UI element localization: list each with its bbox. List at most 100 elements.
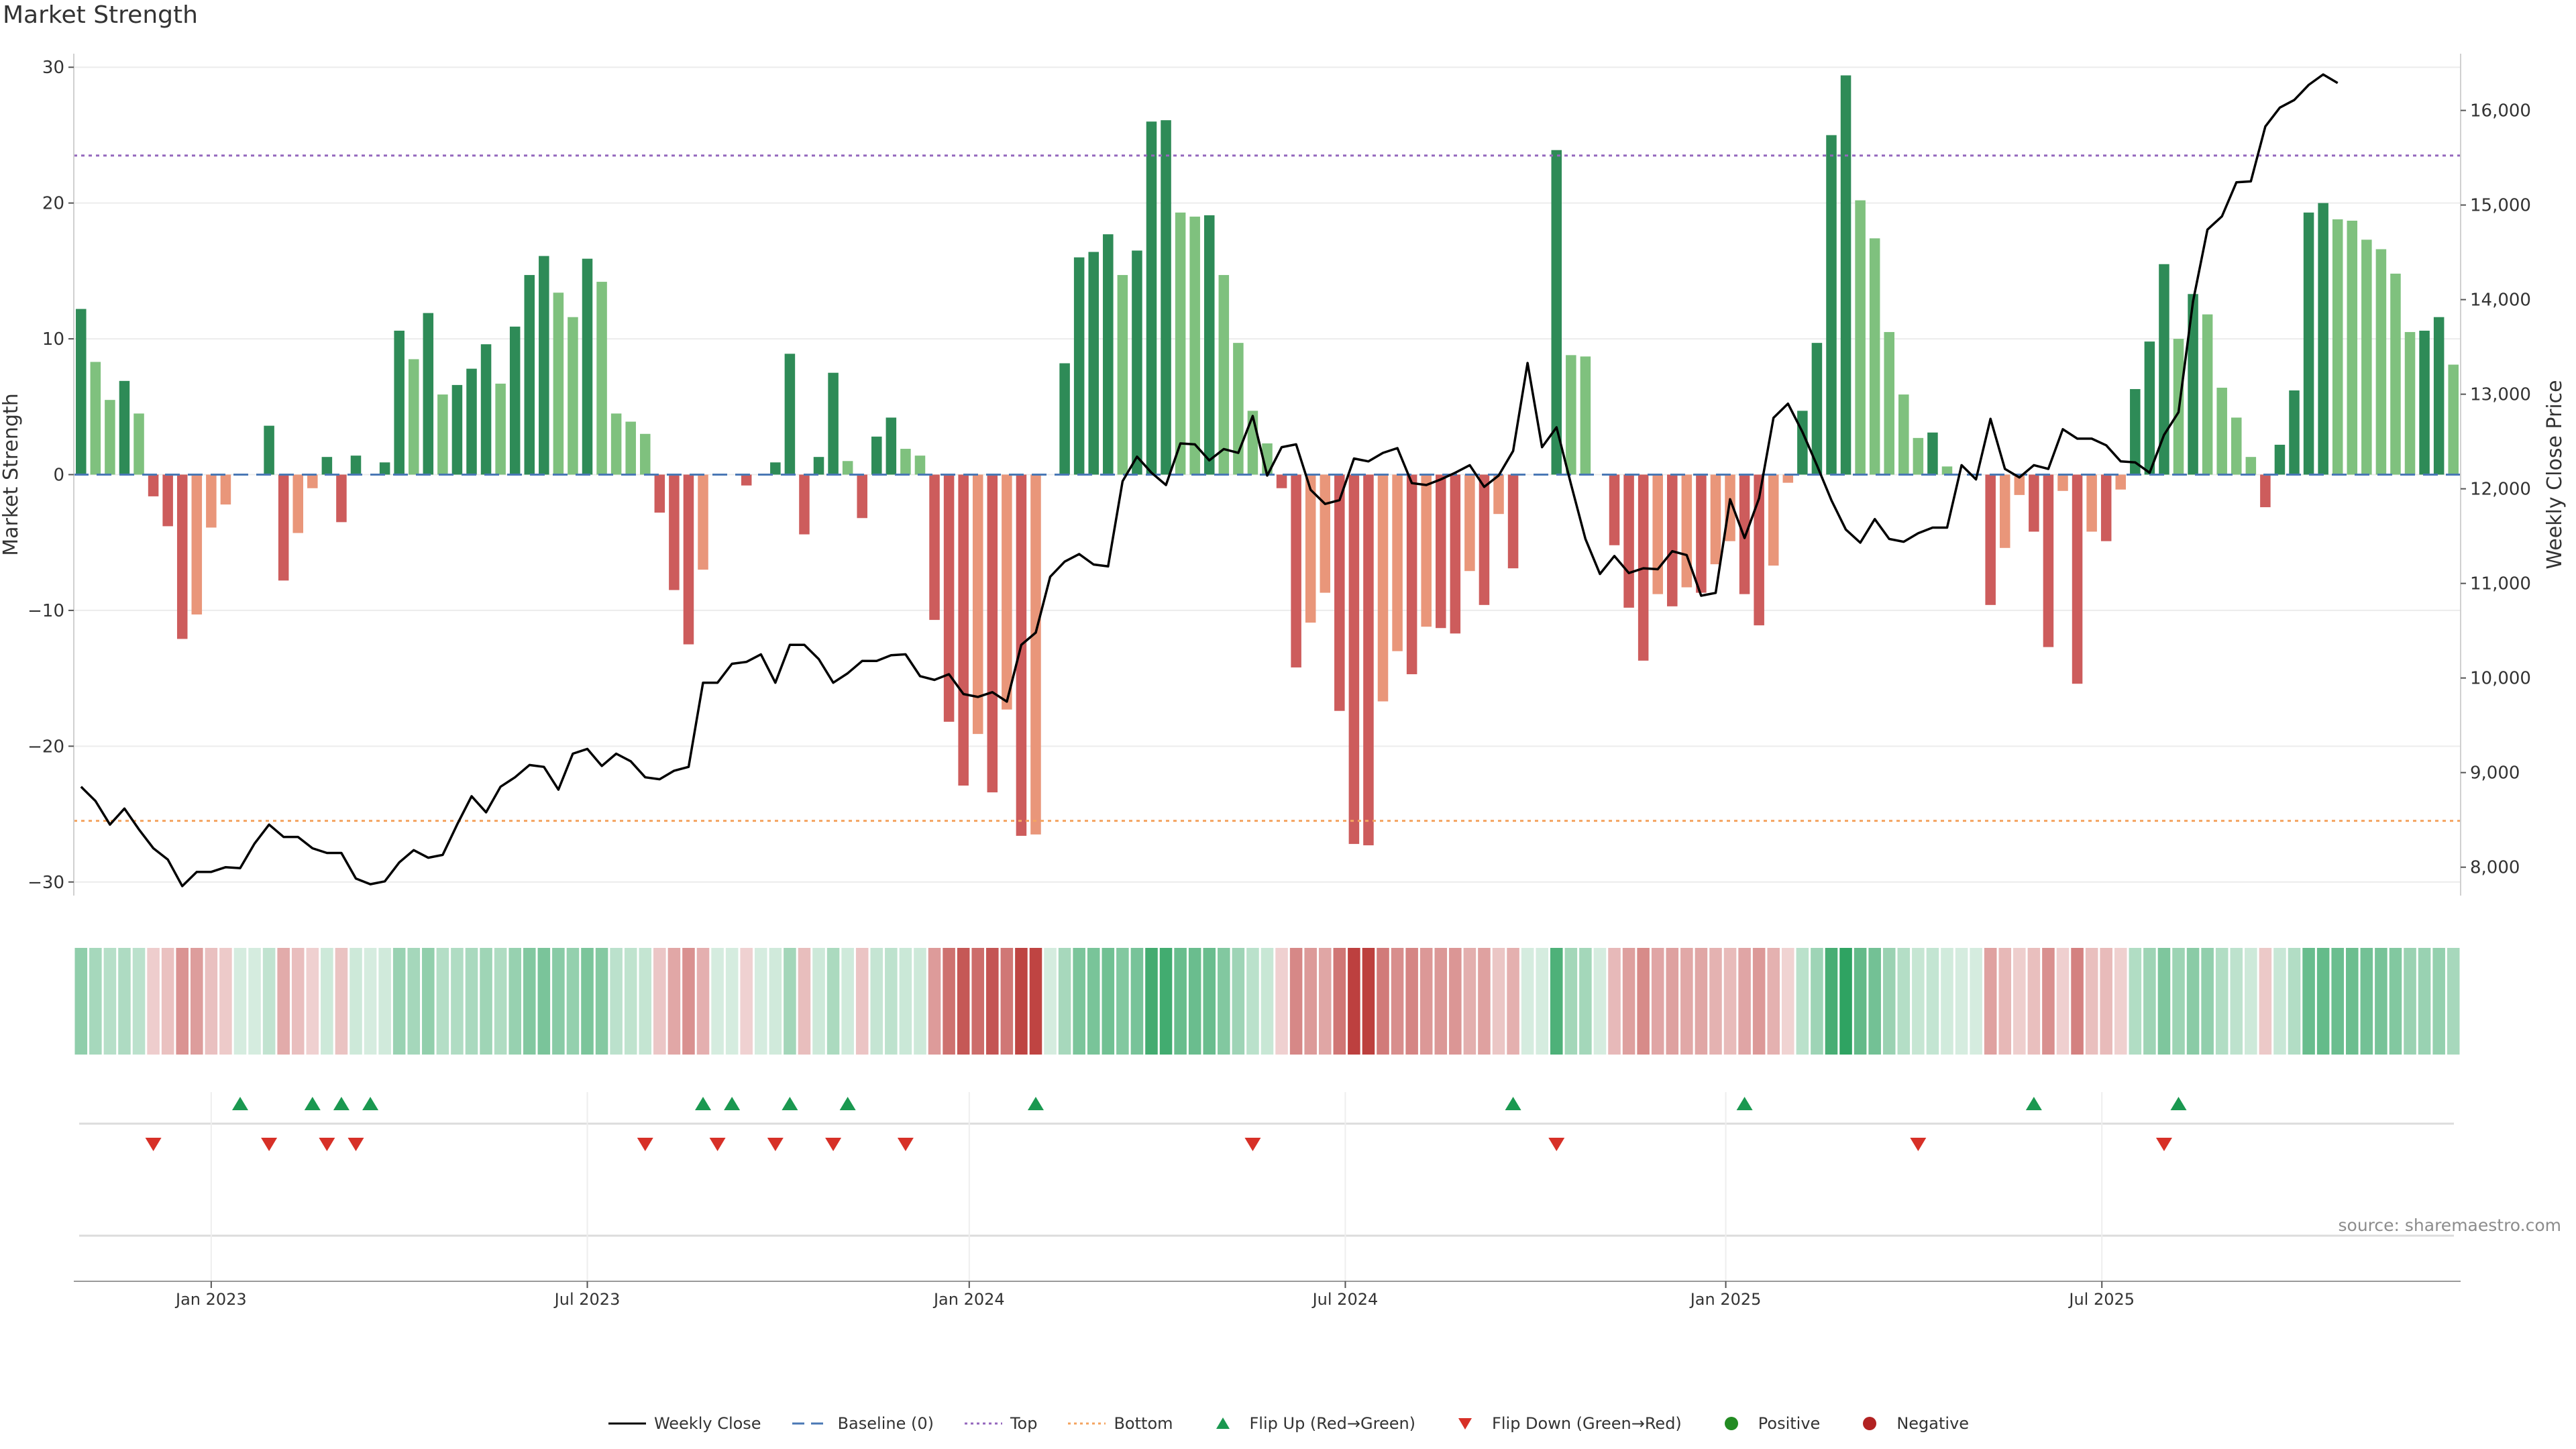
- source-note: source: sharemaestro.com: [2338, 1216, 2562, 1235]
- heat-cell: [1174, 948, 1187, 1055]
- line-legend-icon: [608, 1422, 646, 1425]
- strength-bar: [1291, 474, 1301, 667]
- strength-bar: [2159, 264, 2169, 475]
- heat-cell: [1897, 948, 1911, 1055]
- strength-bar: [1363, 474, 1374, 846]
- heat-cell: [1434, 948, 1448, 1055]
- heat-cell: [1102, 948, 1115, 1055]
- strength-bar: [2303, 212, 2314, 475]
- heat-cell: [2215, 948, 2229, 1055]
- heat-cell: [103, 948, 117, 1055]
- heat-cell: [1260, 948, 1274, 1055]
- heat-cell: [624, 948, 637, 1055]
- strength-bar: [972, 474, 983, 735]
- strength-bar: [2347, 220, 2358, 475]
- strength-bar: [466, 368, 477, 475]
- heat-cell: [971, 948, 985, 1055]
- heat-cell: [2288, 948, 2301, 1055]
- heat-cell: [653, 948, 666, 1055]
- legend: Weekly Close Baseline (0) Top Bottom Flip Up…: [0, 1414, 2576, 1433]
- strength-bar: [133, 413, 144, 475]
- heat-cell: [1912, 948, 1925, 1055]
- flip-down-marker: [825, 1138, 842, 1151]
- strength-bar: [1088, 252, 1099, 475]
- heat-cell: [1637, 948, 1650, 1055]
- flip-down-marker: [261, 1138, 278, 1151]
- heat-cell: [2404, 948, 2416, 1055]
- heat-cell: [826, 948, 840, 1055]
- legend-label: Baseline (0): [837, 1414, 934, 1433]
- flip-markers: [79, 1092, 2454, 1281]
- strength-bar: [654, 474, 665, 513]
- heat-cell: [1825, 948, 1838, 1055]
- y-tick-label: 0: [53, 466, 64, 486]
- heat-cell: [2259, 948, 2272, 1055]
- y2-tick-label: 9,000: [2470, 763, 2520, 784]
- legend-label: Positive: [1758, 1414, 1821, 1433]
- dot-purple-legend-icon: [964, 1422, 1002, 1425]
- strength-bar: [1768, 474, 1779, 566]
- strength-bar: [1840, 75, 1851, 475]
- strength-bar: [264, 425, 274, 475]
- heat-cell: [2100, 948, 2112, 1055]
- strength-bar: [90, 362, 101, 475]
- strength-bar: [2216, 387, 2227, 475]
- heat-cell: [335, 948, 348, 1055]
- flip-up-marker: [362, 1097, 379, 1110]
- strength-bar: [1609, 474, 1620, 545]
- strength-bar: [1464, 474, 1475, 572]
- y2-tick-label: 13,000: [2470, 385, 2531, 405]
- heat-cell: [1087, 948, 1100, 1055]
- legend-item: Positive: [1711, 1414, 1821, 1433]
- heat-cell: [1579, 948, 1592, 1055]
- strength-bar: [596, 282, 607, 475]
- heat-cell: [219, 948, 232, 1055]
- heat-cell: [1289, 948, 1303, 1055]
- strength-bar: [1218, 274, 1230, 475]
- strength-bar: [683, 474, 694, 645]
- strength-bar: [857, 474, 867, 519]
- strength-bar: [1999, 474, 2010, 548]
- strength-bar: [292, 474, 303, 533]
- heat-cell: [1608, 948, 1621, 1055]
- flip-up-marker: [1027, 1097, 1044, 1110]
- heat-cell: [1593, 948, 1607, 1055]
- heat-cell: [2360, 948, 2373, 1055]
- heat-cell: [1015, 948, 1028, 1055]
- strength-bar: [2202, 314, 2213, 475]
- heat-cell: [1130, 948, 1144, 1055]
- strength-bar: [1566, 355, 1576, 475]
- legend-label: Bottom: [1114, 1414, 1173, 1433]
- heat-cell: [422, 948, 435, 1055]
- heat-cell: [957, 948, 970, 1055]
- strength-bar: [162, 474, 173, 527]
- strength-bar: [206, 474, 217, 528]
- heat-cell: [1507, 948, 1519, 1055]
- heat-cell: [1782, 948, 1794, 1055]
- y2-tick-label: 10,000: [2470, 669, 2531, 689]
- strength-bar: [2448, 364, 2459, 475]
- heat-cell: [1405, 948, 1418, 1055]
- strength-bar: [1276, 474, 1287, 488]
- legend-item: Flip Up (Red→Green): [1203, 1414, 1415, 1433]
- strength-bar: [1450, 474, 1461, 634]
- strength-bar: [539, 256, 549, 475]
- dot-orange-legend-icon: [1068, 1422, 1106, 1425]
- strength-bar: [1681, 474, 1693, 588]
- x-tick-label: Jan 2024: [932, 1290, 1005, 1309]
- heat-cell: [1159, 948, 1173, 1055]
- heat-cell: [2042, 948, 2055, 1055]
- heat-cell: [1622, 948, 1635, 1055]
- flip-down-marker: [2155, 1138, 2172, 1151]
- heat-cell: [841, 948, 854, 1055]
- heat-cell: [407, 948, 421, 1055]
- strength-bars: [76, 75, 2459, 846]
- strength-bar: [1696, 474, 1707, 593]
- heat-cell: [2157, 948, 2171, 1055]
- y2-tick-label: 14,000: [2470, 290, 2531, 311]
- strength-bar: [784, 354, 796, 475]
- strength-bar: [451, 384, 463, 475]
- heat-cell: [1796, 948, 1809, 1055]
- strength-bar: [1436, 474, 1446, 629]
- heat-cell: [2013, 948, 2026, 1055]
